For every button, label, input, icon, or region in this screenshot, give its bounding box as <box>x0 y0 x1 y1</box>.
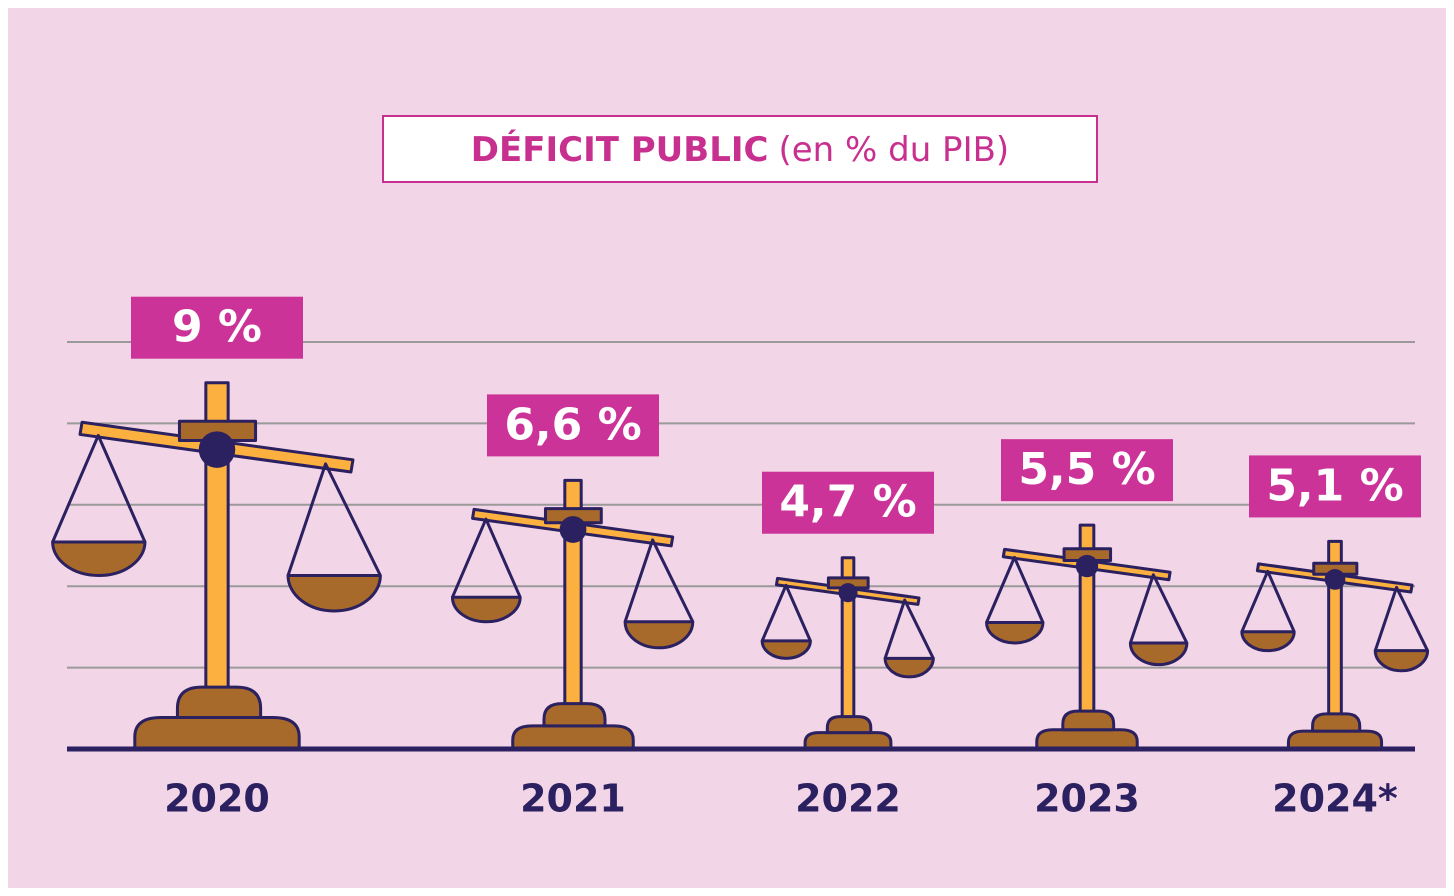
hub <box>838 583 857 602</box>
base-upper <box>827 717 870 733</box>
x-tick-label: 2020 <box>164 777 270 821</box>
value-label: 5,1 % <box>1266 460 1403 511</box>
base-upper <box>544 704 605 726</box>
hub <box>199 431 236 468</box>
x-tick-label: 2024* <box>1272 777 1398 821</box>
base-upper <box>1313 714 1360 731</box>
hub <box>1325 569 1346 590</box>
hub <box>1076 555 1098 577</box>
title-main: DÉFICIT PUBLIC <box>471 129 769 170</box>
base-lower <box>1288 731 1381 749</box>
chart: DÉFICIT PUBLIC(en % du PIB) 9 % 2020 6,6 %… <box>0 0 1454 896</box>
x-tick-label: 2022 <box>795 777 901 821</box>
base-lower <box>1037 730 1137 749</box>
x-tick-label: 2023 <box>1034 777 1140 821</box>
subtitle: (en % du PIB) <box>778 130 1009 170</box>
value-label: 4,7 % <box>779 477 916 528</box>
hub <box>560 516 587 543</box>
base-lower <box>513 726 634 749</box>
base-lower <box>135 718 299 749</box>
value-label: 5,5 % <box>1018 444 1155 495</box>
value-label: 6,6 % <box>504 399 641 450</box>
value-label: 9 % <box>172 302 262 353</box>
base-upper <box>1063 711 1114 730</box>
base-upper <box>177 687 260 717</box>
title: DÉFICIT PUBLIC(en % du PIB) <box>471 129 1009 170</box>
x-tick-label: 2021 <box>520 777 626 821</box>
